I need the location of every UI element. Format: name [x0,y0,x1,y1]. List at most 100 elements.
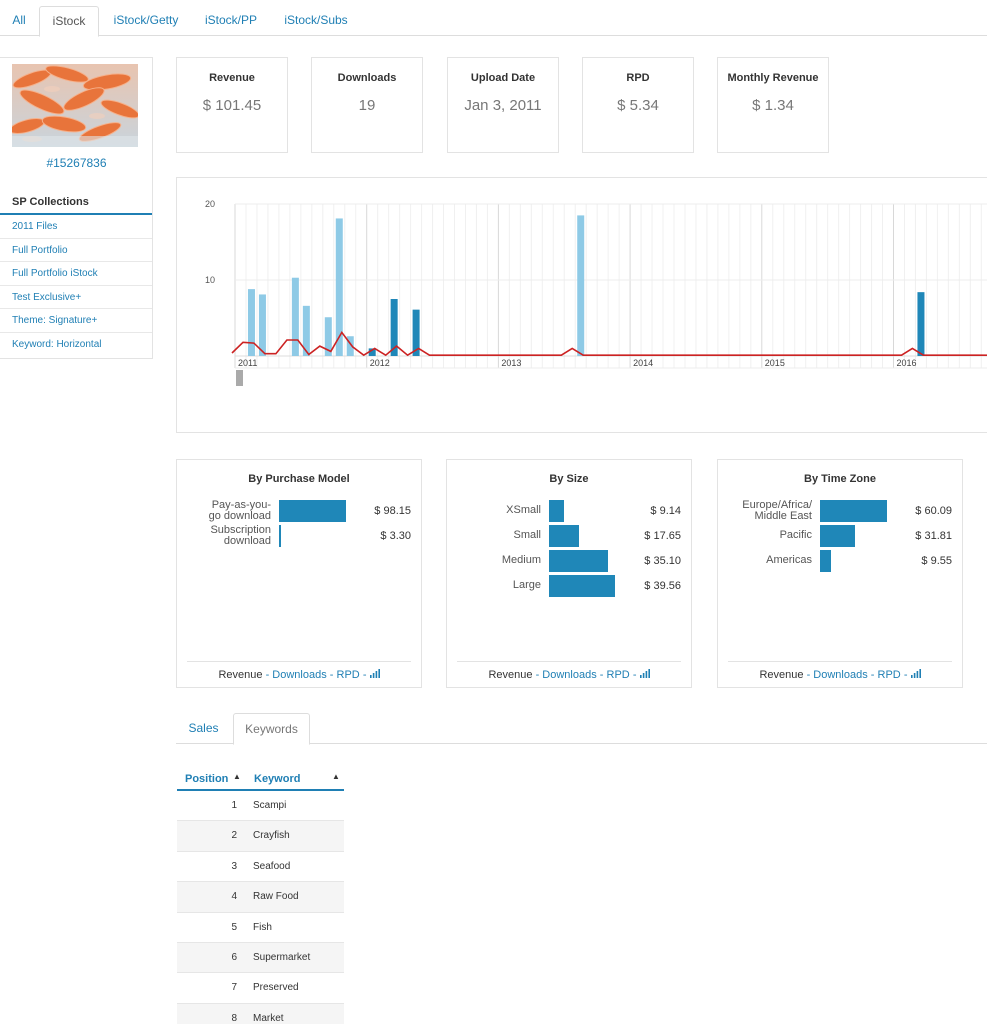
image-thumbnail[interactable] [12,64,138,147]
chart-bar [335,218,343,356]
chart-bar [247,289,255,356]
row-bar[interactable] [820,525,856,547]
row-bar[interactable] [820,550,831,572]
row-label: Pacific [779,529,812,541]
tab-sales[interactable]: Sales [188,721,219,735]
panel-row: Large $ 39.56 [447,575,691,599]
stat-label: Monthly Revenue [727,72,819,84]
collections-list: 2011 Files Full Portfolio Full Portfolio… [0,215,152,356]
position-cell: 1 [231,800,237,811]
row-bar[interactable] [549,525,579,547]
tab-istock-getty[interactable]: iStock/Getty [113,13,179,27]
stat-value: Jan 3, 2011 [464,97,542,114]
column-header-keyword[interactable]: Keyword [254,773,301,785]
shrimp-photo [12,64,138,147]
panel-purchase-model: By Purchase Model Pay-as-you- go downloa… [176,459,422,688]
collection-item[interactable]: Test Exclusive+ [0,286,152,309]
tab-istock-pp[interactable]: iStock/PP [204,13,258,27]
position-cell: 8 [231,1012,237,1024]
row-label: XSmall [506,504,541,516]
x-tick-label: 2015 [765,358,785,368]
table-row[interactable]: 1 Scampi [177,791,344,822]
row-bar[interactable] [820,500,888,522]
keywords-table: Position ▲ Keyword ▲ 1 Scampi 2 Crayfish 3 Se… [177,766,344,1024]
footer-link-downloads[interactable]: Downloads [813,669,868,681]
y-tick-label: 20 [205,199,215,209]
position-cell: 6 [231,951,237,963]
tab-all[interactable]: All [12,13,26,27]
tab-keywords[interactable]: Keywords [233,713,310,745]
panel-title: By Size [549,473,589,485]
sort-icon[interactable]: ▲ [233,772,241,781]
panel-footer: Revenue - Downloads - RPD - [728,661,952,681]
table-row[interactable]: 7 Preserved [177,973,344,1004]
panel-title: By Time Zone [804,473,876,485]
row-bar[interactable] [279,500,347,522]
footer-link-downloads[interactable]: Downloads [542,669,597,681]
row-bar[interactable] [549,575,616,597]
table-row[interactable]: 2 Crayfish [177,821,344,852]
keyword-cell: Crayfish [253,830,290,842]
row-label: Medium [501,554,541,566]
stat-value: 19 [358,97,376,114]
footer-link-rpd[interactable]: RPD [336,669,360,681]
collection-item[interactable]: Full Portfolio iStock [0,262,152,286]
bar-chart-icon[interactable] [639,669,650,681]
stat-downloads: Downloads 19 [311,57,423,153]
stat-upload-date: Upload Date Jan 3, 2011 [447,57,559,153]
collection-item[interactable]: 2011 Files [0,215,152,239]
tab-istock[interactable]: iStock [39,6,99,37]
panel-size: By Size XSmall $ 9.14 Small $ 17.65 Medium $ … [446,459,692,688]
panel-row: Medium $ 35.10 [447,550,691,574]
detail-tabs: Sales Keywords [176,713,987,745]
stat-value: $ 5.34 [617,97,659,114]
row-bar[interactable] [549,550,608,572]
bar-chart-icon[interactable] [910,669,921,681]
stat-label: Downloads [337,72,397,84]
stat-revenue: Revenue $ 101.45 [176,57,288,153]
chart-bar [291,277,299,356]
keyword-cell: Scampi [253,800,287,811]
footer-link-downloads[interactable]: Downloads [272,669,327,681]
chart-bar [412,309,420,356]
table-row[interactable]: 5 Fish [177,912,344,943]
panel-footer: Revenue - Downloads - RPD - [187,661,411,681]
keyword-cell: Raw Food [253,891,299,903]
row-bar[interactable] [279,525,282,547]
keyword-cell: Fish [253,921,272,933]
x-tick-label: 2011 [238,358,257,368]
collection-item[interactable]: Keyword: Horizontal [12,338,102,350]
panel-time-zone: By Time Zone Europe/Africa/ Middle East $… [717,459,963,688]
chart-bar [917,292,925,356]
position-cell: 7 [231,982,237,994]
chart-bar [324,317,332,356]
chart-bar [390,299,398,356]
bar-chart-icon[interactable] [369,669,380,681]
row-value: $ 31.81 [915,530,952,542]
footer-metric[interactable]: Revenue [218,669,263,681]
footer-metric[interactable]: Revenue [759,669,804,681]
footer-metric[interactable]: Revenue [488,669,533,681]
column-header-position[interactable]: Position [185,773,229,785]
collection-item[interactable]: Full Portfolio [0,239,152,262]
footer-link-rpd[interactable]: RPD [877,669,901,681]
row-label: Small [513,529,541,541]
row-bar[interactable] [549,500,565,522]
sort-icon[interactable]: ▲ [332,772,340,781]
chart-bar [258,294,266,356]
footer-link-rpd[interactable]: RPD [606,669,630,681]
table-row[interactable]: 3 Seafood [177,851,344,883]
image-id-link[interactable]: #15267836 [46,156,107,170]
tab-istock-subs[interactable]: iStock/Subs [284,13,348,27]
position-cell: 4 [231,891,237,903]
table-row[interactable]: 8 Market [177,1003,344,1024]
trend-line [231,330,987,357]
stat-rpd: RPD $ 5.34 [582,57,694,153]
row-value: $ 35.10 [644,555,681,567]
collection-item[interactable]: Theme: Signature+ [0,309,152,333]
sales-timeline-chart: 20 10 2011 2012 2013 2014 2015 2016 [176,177,987,433]
row-label: Pay-as-you- go download [208,499,271,522]
table-row[interactable]: 4 Raw Food [177,882,344,913]
table-row[interactable]: 6 Supermarket [177,942,344,974]
row-label: Americas [766,554,812,566]
